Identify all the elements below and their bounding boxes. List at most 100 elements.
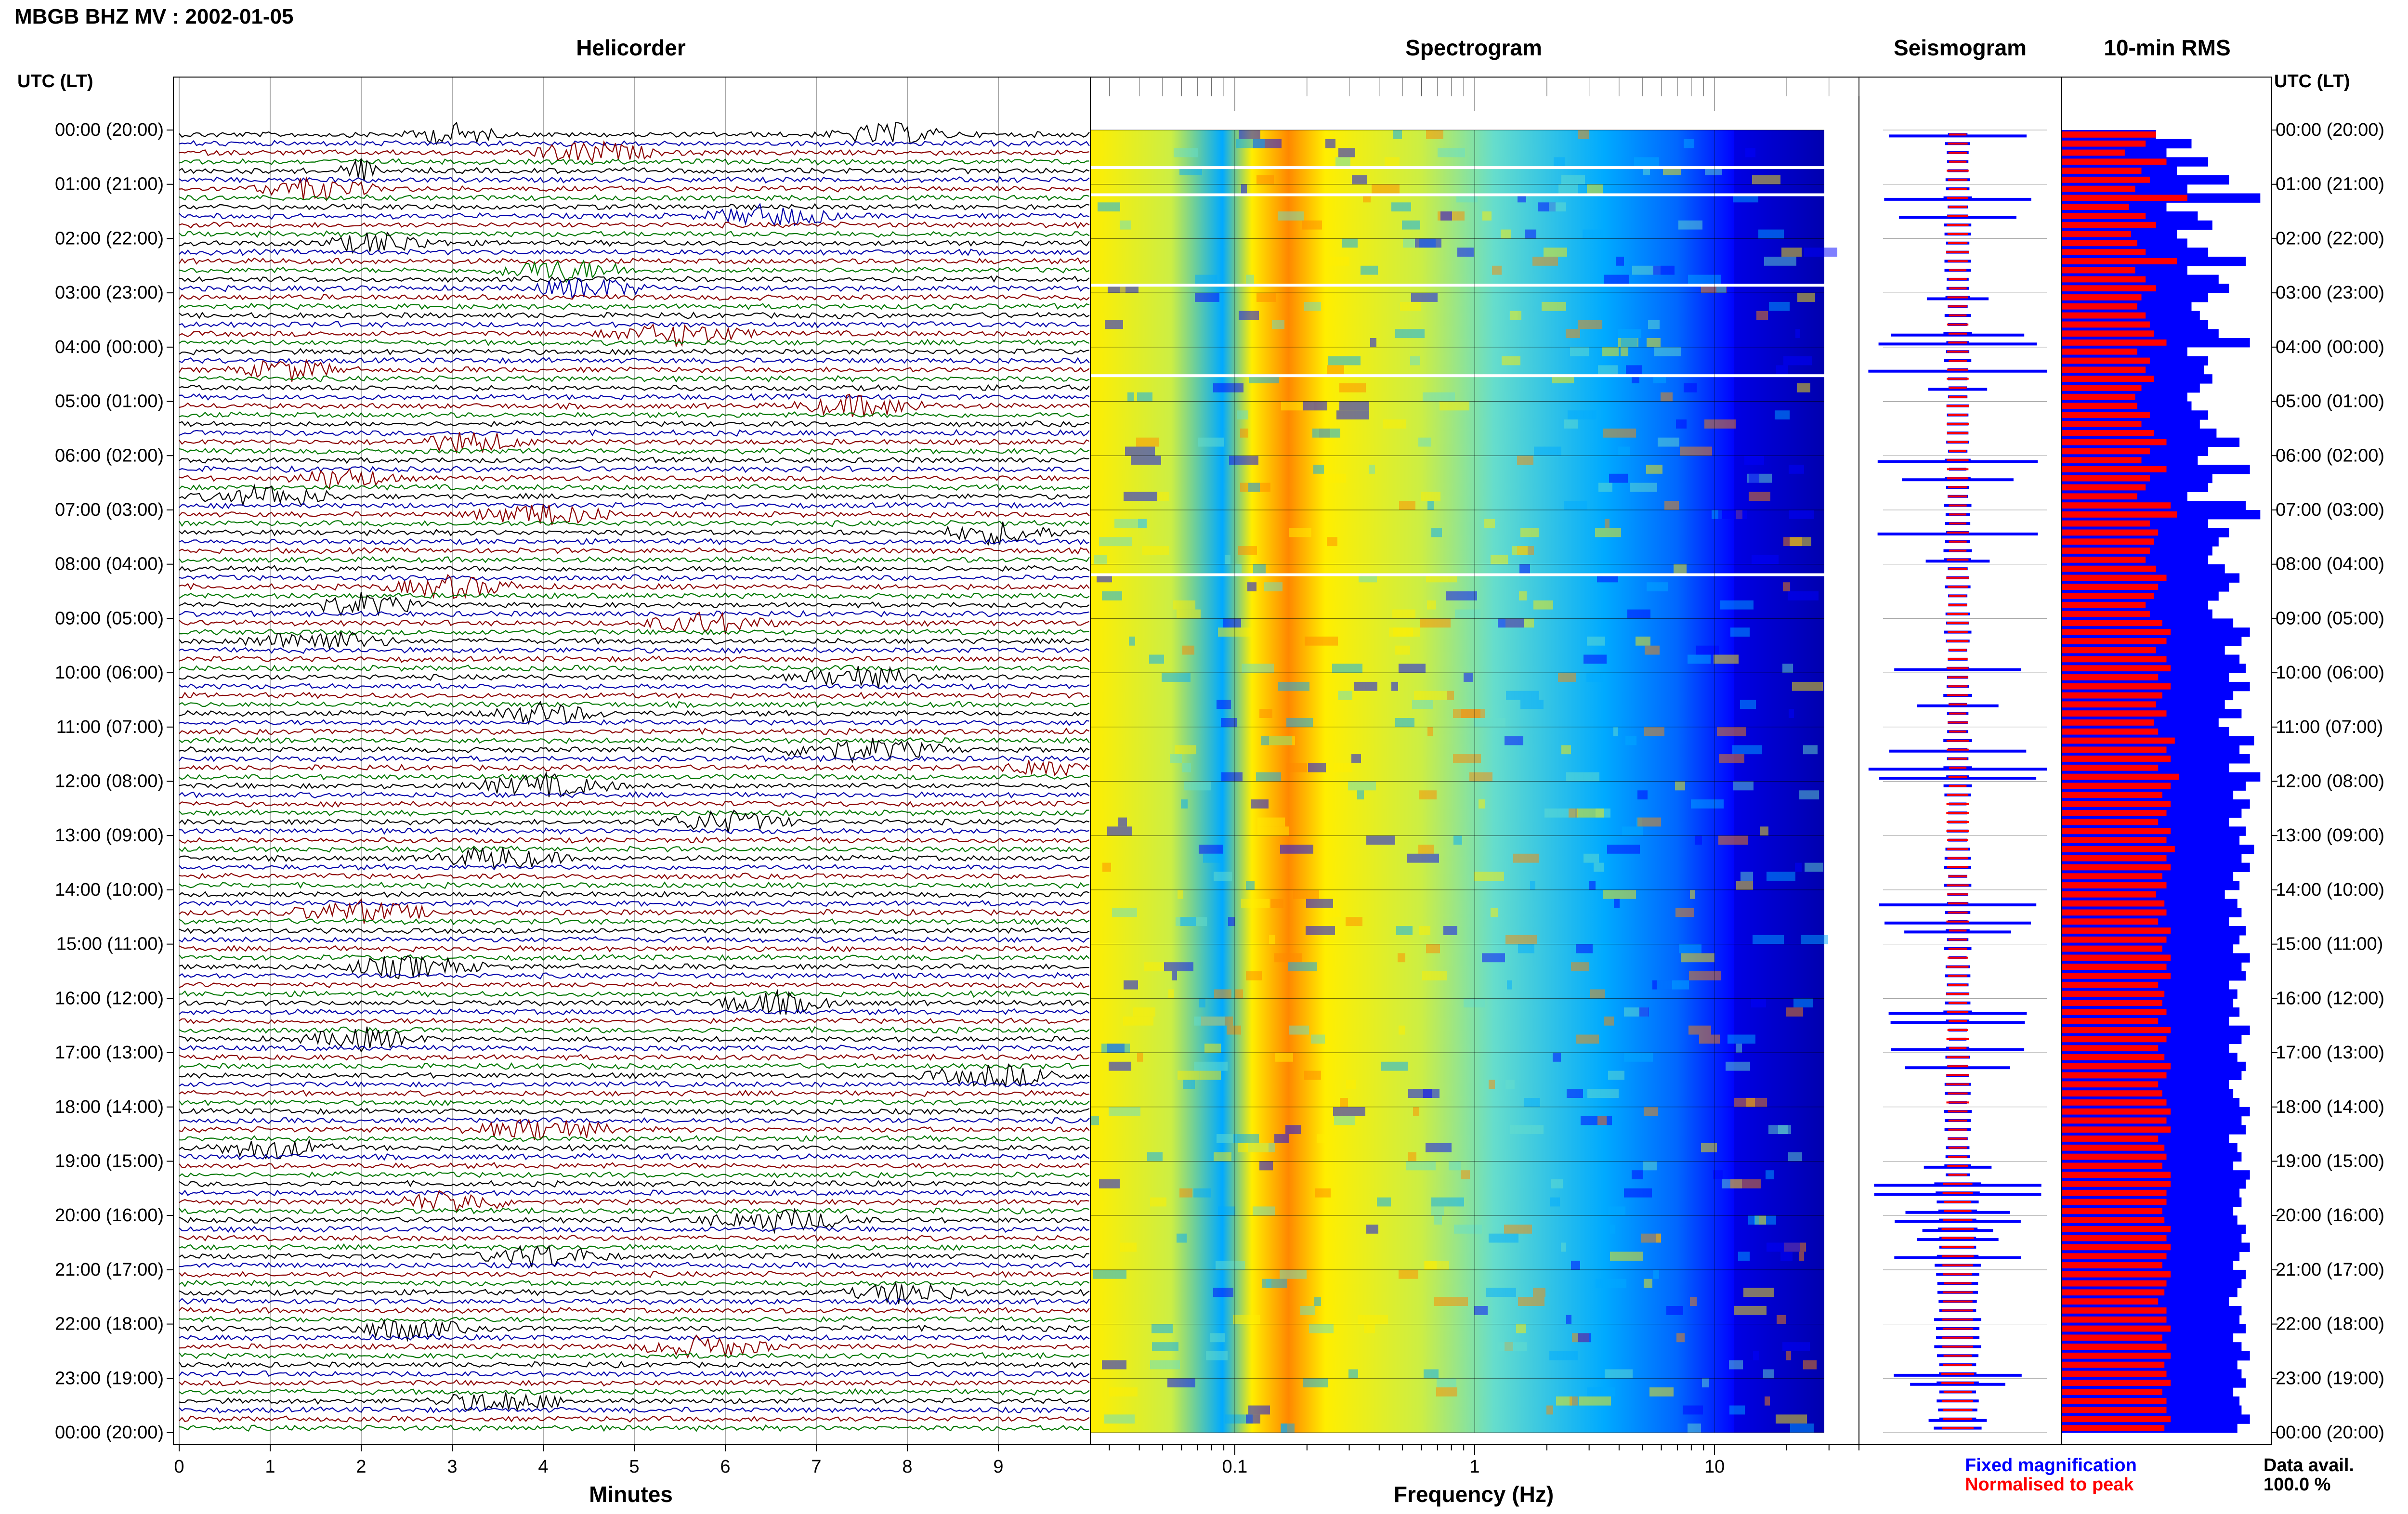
spectrogram-speckle — [1124, 492, 1157, 501]
rms-bar-normalised — [2062, 1307, 2167, 1314]
rms-bar-normalised — [2062, 819, 2159, 825]
spectrogram-speckle — [1578, 130, 1589, 139]
spectrogram-speckle — [1498, 618, 1524, 628]
spectrogram-speckle — [1624, 1188, 1652, 1198]
hour-label-right: 12:00 (08:00) — [2276, 771, 2384, 792]
spectrogram-speckle — [1150, 1360, 1180, 1370]
spectrogram-speckle — [1594, 862, 1604, 872]
spectrogram-speckle — [1597, 1116, 1607, 1125]
rms-bar-normalised — [2062, 1000, 2162, 1006]
spectrogram-gap-line — [1090, 166, 1824, 170]
spectrogram-speckle — [1753, 1351, 1759, 1360]
rms-bar-normalised — [2062, 140, 2146, 147]
rms-bar-normalised — [2062, 258, 2177, 264]
rms-bar-normalised — [2062, 1063, 2171, 1070]
spectrogram-speckle — [1216, 1261, 1245, 1270]
spectrogram-speckle — [1734, 1098, 1767, 1107]
spectrogram-speckle — [1123, 1016, 1153, 1026]
rms-bar-normalised — [2062, 1153, 2167, 1160]
spectrogram-speckle — [1729, 1405, 1745, 1415]
spectrogram-speckle — [1797, 383, 1810, 392]
spectrogram-speckle — [1497, 1342, 1527, 1351]
spectrogram-speckle — [1688, 1025, 1711, 1035]
spectrogram-speckle — [1786, 1351, 1791, 1360]
rms-bar-normalised — [2062, 801, 2171, 807]
spectrogram-speckle — [1446, 591, 1477, 600]
spectrogram-speckle — [1327, 365, 1344, 375]
panel-frame — [2061, 77, 2272, 1445]
spectrogram-speckle — [1399, 1025, 1405, 1035]
rms-bar-normalised — [2062, 1271, 2171, 1278]
spectrogram-speckle — [1764, 257, 1796, 266]
legend-normalised-to-peak: Normalised to peak — [1965, 1475, 2134, 1495]
spectrogram-speckle — [1510, 311, 1521, 320]
spectrogram-speckle — [1431, 1206, 1444, 1216]
spectrogram-speckle — [1257, 826, 1289, 836]
spectrogram-speckle — [1112, 908, 1137, 917]
spectrogram-speckle — [1099, 1179, 1120, 1188]
spectrogram-speckle — [1285, 1125, 1301, 1135]
spectrogram-speckle — [1289, 528, 1311, 537]
spectrogram-speckle — [1730, 1179, 1761, 1188]
spectrogram-speckle — [1799, 790, 1819, 800]
spectrogram-speckle — [1776, 365, 1788, 375]
spectrogram-speckle — [1137, 1053, 1143, 1062]
spectrogram-title: Spectrogram — [1405, 35, 1542, 60]
hour-label-right: 05:00 (01:00) — [2276, 392, 2384, 412]
spectrogram-speckle — [1198, 437, 1224, 447]
spectrogram-speckle — [1752, 555, 1779, 564]
spectrogram-speckle — [1584, 853, 1599, 863]
spectrogram-speckle — [1264, 582, 1283, 591]
spectrogram-speckle — [1507, 980, 1512, 990]
spectrogram-speckle — [1335, 157, 1350, 167]
rms-bar-normalised — [2062, 285, 2156, 292]
spectrogram-speckle — [1589, 881, 1596, 890]
spectrogram-speckle — [1486, 1288, 1516, 1297]
spectrogram-speckle — [1410, 356, 1420, 365]
spectrogram-speckle — [1609, 473, 1628, 483]
spectrogram-speckle — [1235, 989, 1243, 999]
rms-bar-normalised — [2062, 1162, 2162, 1169]
spectrogram-speckle — [1630, 483, 1657, 492]
seismogram-normalised-trace — [1941, 133, 1974, 1429]
rms-bar-normalised — [2062, 1054, 2165, 1060]
spectrogram-speckle — [1109, 1061, 1131, 1071]
spectrogram-speckle — [1479, 799, 1485, 809]
spectrogram-speckle — [1571, 1261, 1580, 1270]
spectrogram-speckle — [1803, 1360, 1817, 1370]
spectrogram-speckle — [1714, 654, 1739, 664]
rms-bar-normalised — [2062, 927, 2171, 934]
spectrogram-speckle — [1679, 944, 1701, 953]
spectrogram-speckle — [1718, 835, 1748, 845]
spectrogram-speckle — [1259, 709, 1272, 718]
spectrogram-speckle — [1281, 1423, 1287, 1433]
spectrogram-speckle — [1675, 781, 1685, 791]
hour-label-left: 11:00 (07:00) — [56, 717, 164, 737]
rms-bar-normalised — [2062, 1144, 2165, 1151]
spectrogram-speckle — [1415, 238, 1441, 248]
spectrogram-speckle — [1102, 862, 1111, 872]
spectrogram-speckle — [1221, 772, 1243, 782]
spectrogram-speckle — [1453, 835, 1462, 845]
spectrogram-speckle — [1437, 1378, 1456, 1388]
rms-bar-normalised — [2062, 529, 2159, 536]
spectrogram-speckle — [1105, 320, 1123, 329]
frequency-axis-title: Frequency (Hz) — [1393, 1482, 1554, 1507]
spectrogram-speckle — [1181, 799, 1188, 809]
spectrogram-speckle — [1396, 926, 1413, 935]
spectrogram-speckle — [1195, 274, 1217, 284]
spectrogram-speckle — [1684, 139, 1694, 148]
spectrogram-speckle — [1419, 926, 1430, 935]
rms-bar-normalised — [2062, 412, 2150, 418]
spectrogram-speckle — [1533, 1288, 1545, 1297]
hour-label-right: 04:00 (00:00) — [2276, 337, 2384, 357]
frequency-tick-label: 10 — [1704, 1457, 1725, 1477]
rms-bar-normalised — [2062, 1081, 2159, 1088]
spectrogram-speckle — [1411, 293, 1438, 302]
spectrogram-speckle — [1269, 736, 1295, 745]
spectrogram-speckle — [1790, 1423, 1814, 1433]
hour-label-right: 00:00 (20:00) — [2276, 1423, 2384, 1443]
spectrogram-speckle — [1549, 1351, 1578, 1360]
spectrogram-speckle — [1579, 1396, 1611, 1406]
